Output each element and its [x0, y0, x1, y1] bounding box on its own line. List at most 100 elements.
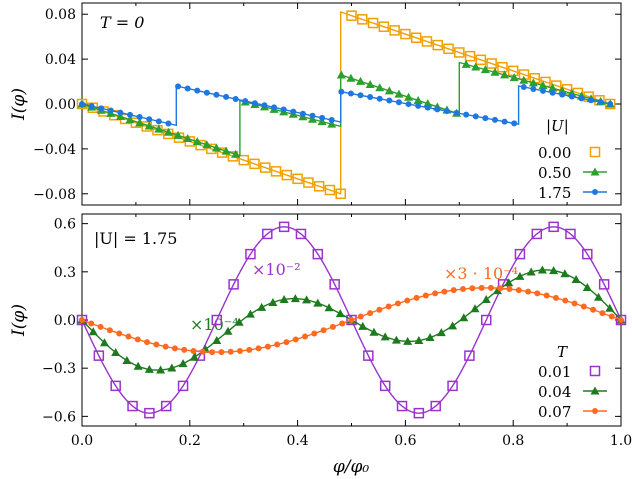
bottom-series-2-point [311, 330, 318, 337]
bottom-series-0-point [565, 228, 576, 240]
bottom-series-2-point [413, 294, 420, 301]
bottom-legend-label-0: 0.01 [538, 363, 571, 381]
top-series-0-point [454, 47, 465, 58]
bottom-series-2-point [125, 333, 132, 340]
y-tick-label-0-2: 0.00 [45, 97, 76, 113]
top-series-2-point [539, 87, 546, 94]
bottom-series-1-point [425, 333, 435, 342]
top-series-2-point [338, 88, 345, 95]
bottom-series-1-point [167, 363, 177, 372]
bottom-series-2-point [497, 285, 504, 292]
bottom-series-0-point [144, 407, 155, 419]
bottom-series-2-point [487, 284, 494, 291]
top-series-2-point [107, 107, 114, 114]
bottom-series-0-point [582, 248, 593, 260]
top-series-1-point [135, 118, 145, 127]
bottom-series-2-point [171, 345, 178, 352]
top-series-2-point [290, 108, 297, 115]
bottom-series-2-point [376, 306, 383, 313]
bottom-series-1-point [380, 332, 390, 341]
top-series-0-point [249, 158, 260, 170]
top-series-2-point [376, 95, 383, 102]
bottom-series-2-point [543, 292, 550, 299]
top-series-0-point [410, 32, 422, 43]
x-tick-label-2: 0.4 [286, 433, 308, 449]
top-series-1-point [115, 112, 125, 121]
bottom-series-0-point [430, 400, 441, 412]
top-legend-marker-1 [590, 167, 600, 176]
bottom-series-2-point [227, 348, 234, 355]
bottom-series-2-point [432, 290, 439, 297]
bottom-series-1-point [279, 294, 289, 303]
top-series-2-point [607, 101, 614, 107]
top-series-0-point [497, 61, 508, 73]
bottom-series-2-point [580, 303, 587, 310]
top-series-1-point [548, 83, 558, 92]
x-tick-label-5: 1.0 [610, 433, 632, 449]
top-series-0-point [367, 17, 379, 29]
top-series-2-point [491, 116, 498, 123]
top-series-0-point [238, 154, 249, 166]
y-tick-label-0-4: 0.08 [45, 7, 76, 23]
bottom-series-2-point [571, 300, 578, 307]
top-series-0-point [378, 21, 390, 32]
top-legend-label-0: 0.00 [538, 144, 571, 162]
bottom-series-1-point [324, 303, 334, 312]
bottom-series-0-point [295, 228, 307, 240]
bottom-series-2-point [562, 297, 569, 304]
top-series-2-point [588, 97, 595, 104]
top-series-2-point [261, 102, 268, 109]
bottom-series-1-point [549, 266, 559, 275]
bottom-series-1-point [605, 303, 615, 312]
top-series-2-point [367, 94, 374, 101]
top-annotation: T = 0 [100, 13, 144, 32]
top-series-1-point [471, 62, 481, 71]
bottom-series-0-point [110, 380, 121, 392]
bottom-series-1-point [358, 321, 368, 330]
bottom-series-2-point [552, 294, 559, 301]
bottom-series-2-point [264, 343, 271, 350]
top-series-1-point [211, 143, 221, 152]
top-series-1-point [538, 81, 548, 90]
bottom-series-1-point [99, 338, 109, 347]
top-series-2-point [155, 118, 162, 125]
bottom-series-1-point [526, 267, 536, 276]
bottom-series-2-point [506, 286, 513, 293]
top-series-0-point [464, 50, 476, 62]
bottom-legend-title: T [557, 343, 568, 361]
top-series-0-point [486, 58, 497, 69]
bottom-series-0-point [160, 400, 172, 412]
top-series-2-point [213, 91, 220, 98]
top-series-2-point [88, 103, 95, 110]
bottom-series-2-point [144, 339, 151, 346]
top-series-2-point [280, 106, 287, 113]
top-series-2-point [511, 120, 518, 127]
top-series-0-point [357, 14, 368, 25]
y-tick-label-1-3: 0.3 [54, 265, 76, 281]
bottom-series-2-point [274, 341, 281, 348]
top-series-1-point [500, 70, 510, 79]
bottom-series-2-point [218, 349, 225, 356]
bottom-series-0-point [464, 350, 475, 361]
top-series-2-point [98, 105, 105, 112]
top-series-1-point [163, 127, 173, 136]
top-legend-marker-2 [592, 189, 598, 195]
bottom-series-1-point [313, 298, 323, 307]
bottom-series-1-point [178, 359, 188, 368]
bottom-series-1-point [257, 302, 267, 311]
top-ylabel: I(φ) [9, 88, 29, 121]
bottom-series-2-point [88, 320, 95, 327]
bottom-series-0-point [262, 228, 273, 240]
y-tick-label-0-0: −0.08 [33, 187, 76, 203]
y-tick-label-1-2: 0.0 [54, 313, 76, 329]
x-tick-label-1: 0.2 [179, 433, 201, 449]
bottom-series-1-point [481, 295, 491, 304]
top-series-2-point [453, 109, 460, 116]
top-series-2-point [223, 93, 230, 100]
bottom-series-1-point [369, 327, 379, 336]
top-series-line-0 [81, 11, 611, 195]
top-series-2-point [203, 89, 210, 96]
top-series-2-point [482, 115, 489, 122]
top-series-0-point [432, 39, 443, 51]
top-series-2-point [405, 101, 412, 108]
